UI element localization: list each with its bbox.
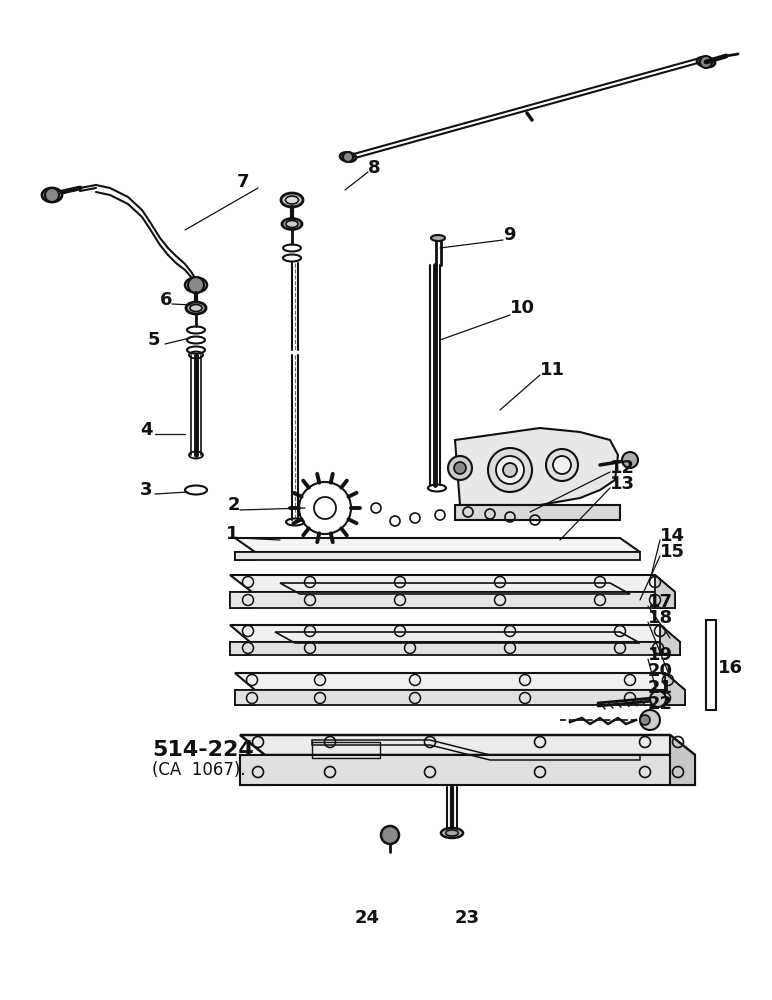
Circle shape <box>503 463 517 477</box>
Polygon shape <box>665 673 685 705</box>
Polygon shape <box>230 642 680 655</box>
Circle shape <box>700 56 712 68</box>
Ellipse shape <box>441 828 463 838</box>
Ellipse shape <box>340 152 356 162</box>
Text: 3: 3 <box>140 481 153 499</box>
Text: 1: 1 <box>226 525 239 543</box>
Polygon shape <box>235 538 640 552</box>
Text: 7: 7 <box>237 173 249 191</box>
Text: 17: 17 <box>648 593 673 611</box>
Polygon shape <box>235 690 685 705</box>
Ellipse shape <box>286 196 299 204</box>
Ellipse shape <box>190 304 202 312</box>
Polygon shape <box>240 755 265 785</box>
Polygon shape <box>230 625 680 642</box>
Polygon shape <box>235 552 640 560</box>
Text: 22: 22 <box>648 695 673 713</box>
Polygon shape <box>235 552 255 560</box>
Circle shape <box>622 452 638 468</box>
Circle shape <box>454 462 466 474</box>
Ellipse shape <box>281 193 303 207</box>
Text: 8: 8 <box>368 159 381 177</box>
Polygon shape <box>230 642 250 655</box>
Ellipse shape <box>42 188 62 202</box>
Text: 4: 4 <box>140 421 153 439</box>
Text: 514-224: 514-224 <box>152 740 254 760</box>
Polygon shape <box>230 592 675 608</box>
Ellipse shape <box>431 235 445 241</box>
Text: 16: 16 <box>718 659 743 677</box>
Polygon shape <box>230 592 252 608</box>
Circle shape <box>553 456 571 474</box>
Text: 5: 5 <box>148 331 161 349</box>
Ellipse shape <box>286 221 298 228</box>
Polygon shape <box>240 735 695 755</box>
Ellipse shape <box>185 277 207 292</box>
Polygon shape <box>455 428 618 505</box>
Circle shape <box>45 188 59 202</box>
Polygon shape <box>235 673 685 690</box>
Text: 24: 24 <box>355 909 380 927</box>
Ellipse shape <box>282 219 302 230</box>
Ellipse shape <box>186 302 206 314</box>
Text: 14: 14 <box>660 527 685 545</box>
Circle shape <box>343 152 353 162</box>
Ellipse shape <box>697 57 715 67</box>
Polygon shape <box>240 755 695 785</box>
Polygon shape <box>235 690 255 705</box>
Polygon shape <box>655 575 675 608</box>
Text: (CA  1067).: (CA 1067). <box>152 761 245 779</box>
Ellipse shape <box>445 830 459 836</box>
Circle shape <box>188 277 204 293</box>
Circle shape <box>488 448 532 492</box>
Text: 9: 9 <box>503 226 516 244</box>
Circle shape <box>496 456 524 484</box>
Polygon shape <box>455 505 620 520</box>
Circle shape <box>448 456 472 480</box>
Text: 19: 19 <box>648 646 673 664</box>
Text: 23: 23 <box>455 909 480 927</box>
Text: 10: 10 <box>510 299 535 317</box>
Text: 20: 20 <box>648 662 673 680</box>
Text: 6: 6 <box>160 291 172 309</box>
Circle shape <box>640 710 660 730</box>
Text: 12: 12 <box>610 459 635 477</box>
Text: 2: 2 <box>228 496 241 514</box>
Polygon shape <box>230 575 675 592</box>
Text: 21: 21 <box>648 679 673 697</box>
Circle shape <box>546 449 578 481</box>
Text: 15: 15 <box>660 543 685 561</box>
Polygon shape <box>670 735 695 785</box>
Text: 18: 18 <box>648 609 673 627</box>
Text: 13: 13 <box>610 475 635 493</box>
Circle shape <box>650 691 666 707</box>
Circle shape <box>640 715 650 725</box>
Circle shape <box>381 826 399 844</box>
Text: 11: 11 <box>540 361 565 379</box>
Polygon shape <box>660 625 680 655</box>
